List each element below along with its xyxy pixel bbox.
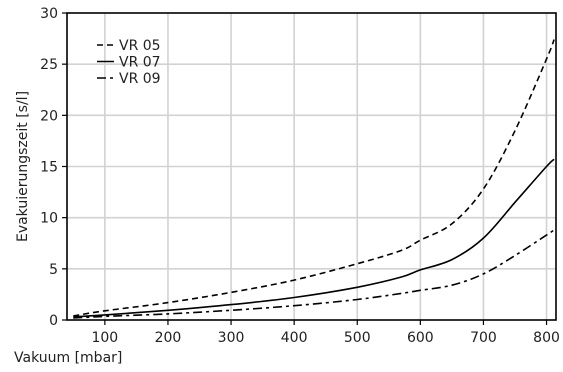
axis-ticks: 100 200 300 400 500 600 700 800 0 5 10 15 20 25 30: [40, 6, 560, 346]
y-tick-label-20: 20: [40, 108, 58, 124]
x-tick-label-200: 200: [155, 330, 182, 346]
x-tick-label-100: 100: [91, 330, 118, 346]
y-tick-label-15: 15: [40, 160, 58, 176]
series-line-vr-05: [73, 39, 555, 317]
x-tick-label-300: 300: [218, 330, 245, 346]
grid-lines: [67, 13, 556, 320]
x-tick-label-800: 800: [533, 330, 560, 346]
x-tick-label-600: 600: [407, 330, 434, 346]
x-tick-label-500: 500: [344, 330, 371, 346]
legend-label-1: VR 05: [119, 38, 161, 54]
legend-label-3: VR 09: [119, 71, 161, 87]
y-tick-label-5: 5: [49, 262, 58, 278]
series-line-vr-07: [73, 158, 555, 318]
y-tick-label-30: 30: [40, 6, 58, 22]
y-tick-label-10: 10: [40, 211, 58, 227]
series-lines: [73, 39, 555, 319]
y-tick-label-0: 0: [49, 313, 58, 329]
legend-label-2: VR 07: [119, 55, 161, 71]
x-axis-label: Vakuum [mbar]: [14, 350, 122, 366]
y-axis-label: Evakuierungszeit [s/l]: [15, 91, 31, 242]
x-tick-label-700: 700: [470, 330, 497, 346]
y-tick-label-25: 25: [40, 57, 58, 73]
series-line-vr-09: [73, 229, 555, 319]
x-tick-label-400: 400: [281, 330, 308, 346]
